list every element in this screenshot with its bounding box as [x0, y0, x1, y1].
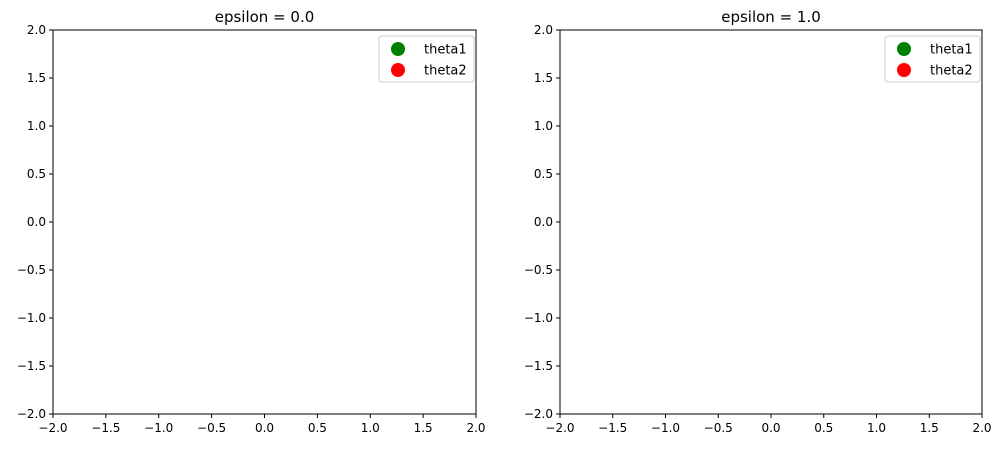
x-tick-label: 1.0 — [361, 421, 380, 435]
y-tick-label: 2.0 — [27, 23, 46, 37]
chart-title: epsilon = 0.0 — [215, 8, 315, 26]
y-tick-label: −1.5 — [524, 359, 553, 373]
x-tick-label: 0.5 — [814, 421, 833, 435]
y-tick-label: 1.5 — [27, 71, 46, 85]
legend-label: theta1 — [930, 43, 973, 58]
x-tick-label: 2.0 — [972, 421, 991, 435]
legend-marker-theta1 — [391, 42, 405, 56]
x-tick-label: 2.0 — [466, 421, 485, 435]
x-tick-label: 0.5 — [308, 421, 327, 435]
x-tick-label: −1.5 — [598, 421, 627, 435]
y-tick-label: −1.0 — [524, 311, 553, 325]
y-tick-label: −2.0 — [524, 407, 553, 421]
y-tick-label: 0.5 — [534, 167, 553, 181]
plot-area-frame — [559, 29, 983, 415]
legend-label: theta2 — [424, 64, 467, 79]
y-tick-label: −2.0 — [17, 407, 46, 421]
y-tick-label: −0.5 — [17, 263, 46, 277]
x-tick-label: −1.0 — [651, 421, 680, 435]
legend-label: theta2 — [930, 64, 973, 79]
y-tick-label: 1.0 — [534, 119, 553, 133]
y-tick-label: 2.0 — [534, 23, 553, 37]
legend: theta1 theta2 — [378, 35, 475, 83]
legend-marker-theta2 — [391, 63, 405, 77]
x-tick-label: −2.0 — [38, 421, 67, 435]
chart-panel-2: epsilon = 1.0 −2.0 −1.5 −1.0 −0.5 0.0 0.5 1.0 1.… — [524, 8, 992, 435]
y-tick-label: −0.5 — [524, 263, 553, 277]
y-tick-label: 0.0 — [534, 215, 553, 229]
chart-panel-1: epsilon = 0.0 −2.0 −1.5 −1.0 −0.5 0.0 0.5 1.0 1.… — [17, 8, 486, 435]
x-tick-label: 1.5 — [414, 421, 433, 435]
legend: theta1 theta2 — [884, 35, 981, 83]
x-tick-label: 0.0 — [761, 421, 780, 435]
y-tick-label: −1.0 — [17, 311, 46, 325]
x-tick-label: −0.5 — [197, 421, 226, 435]
plot-area-frame — [52, 29, 477, 415]
x-tick-label: −1.5 — [91, 421, 120, 435]
x-tick-label: 1.5 — [920, 421, 939, 435]
y-tick-label: −1.5 — [17, 359, 46, 373]
y-tick-label: 1.0 — [27, 119, 46, 133]
legend-marker-theta1 — [897, 42, 911, 56]
x-tick-label: −2.0 — [545, 421, 574, 435]
y-tick-label: 0.5 — [27, 167, 46, 181]
y-tick-label: 1.5 — [534, 71, 553, 85]
x-tick-label: −0.5 — [704, 421, 733, 435]
legend-marker-theta2 — [897, 63, 911, 77]
x-tick-label: 1.0 — [867, 421, 886, 435]
chart-title: epsilon = 1.0 — [721, 8, 821, 26]
x-tick-label: −1.0 — [144, 421, 173, 435]
x-tick-label: 0.0 — [255, 421, 274, 435]
legend-label: theta1 — [424, 43, 467, 58]
y-tick-label: 0.0 — [27, 215, 46, 229]
